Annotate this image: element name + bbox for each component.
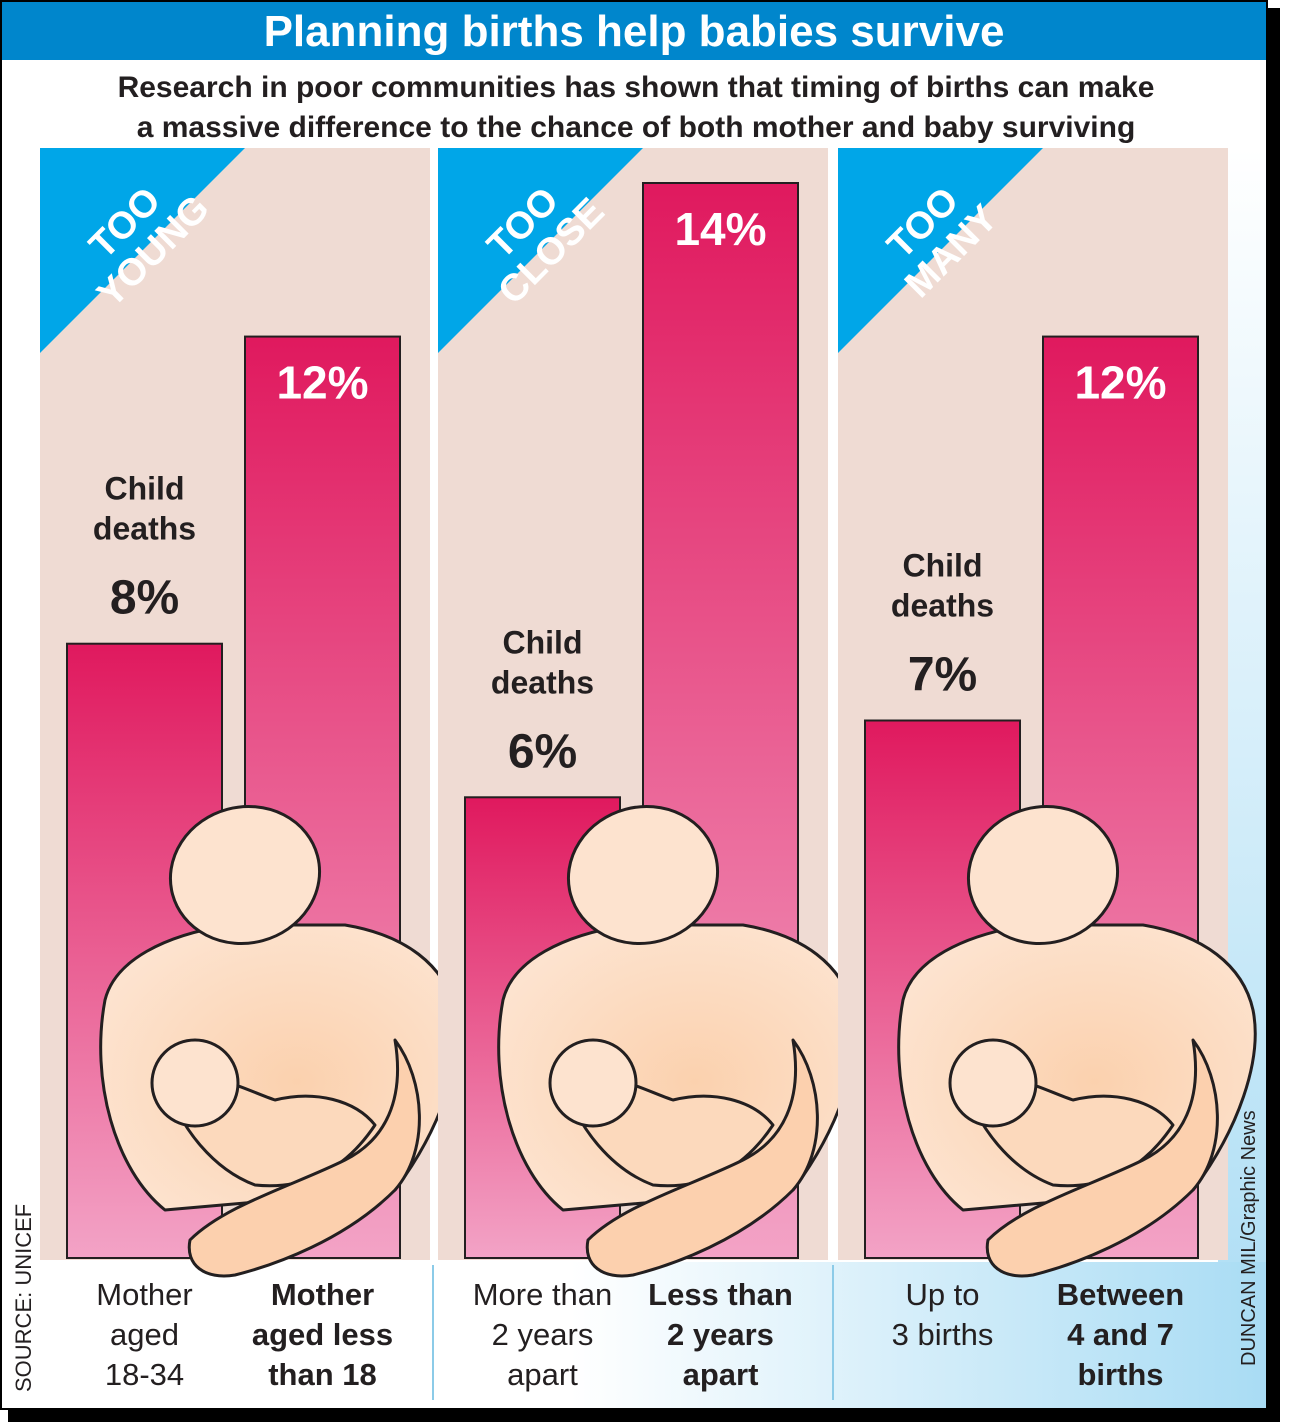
label-strip bbox=[2, 1262, 1266, 1408]
bar-value-label: 12% bbox=[1074, 357, 1166, 409]
mother-head bbox=[966, 805, 1120, 945]
panels: Child deaths 8% Mother aged 18-34 12% Mother age… bbox=[40, 148, 1257, 1400]
panel-1: Child deaths 8% Mother aged 18-34 12% Mother age… bbox=[40, 148, 459, 1392]
mother-body bbox=[897, 923, 1257, 1212]
category-label-line: aged less bbox=[252, 1317, 393, 1352]
bar-value-label: 7% bbox=[908, 649, 977, 702]
category-label-line: 18-34 bbox=[105, 1357, 184, 1392]
title-bar bbox=[2, 2, 1266, 60]
category-label-line: More than bbox=[473, 1277, 613, 1312]
mother-head bbox=[566, 805, 720, 945]
baby-head bbox=[150, 1038, 240, 1128]
credit-note: DUNCAN MIL/Graphic News bbox=[1238, 1110, 1260, 1366]
category-label-line: 2 years bbox=[492, 1317, 594, 1352]
category-label-line: apart bbox=[683, 1357, 759, 1392]
mother-baby-icon bbox=[497, 805, 857, 1278]
banner-triangle bbox=[40, 148, 245, 353]
panel-3: Child deaths 7% Up to 3 births 12% Between 4 an… bbox=[832, 148, 1257, 1400]
annotation-line: deaths bbox=[491, 664, 594, 700]
category-label-line: Mother bbox=[271, 1277, 374, 1312]
annotation-line: deaths bbox=[93, 511, 196, 547]
annotation-line: Child bbox=[903, 548, 983, 584]
mother-head bbox=[168, 805, 322, 945]
source-note: SOURCE: UNICEF bbox=[11, 1204, 36, 1392]
mother-baby-icon bbox=[897, 805, 1257, 1278]
category-label-line: aged bbox=[110, 1317, 179, 1352]
category-label-line: apart bbox=[507, 1357, 578, 1392]
annotation-line: Child bbox=[105, 471, 185, 507]
chart-title: Planning births help babies survive bbox=[264, 7, 1005, 56]
annotation-line: Child bbox=[503, 624, 583, 660]
banner-triangle bbox=[838, 148, 1043, 353]
category-label-line: Less than bbox=[648, 1277, 793, 1312]
subtitle-line-1: Research in poor communities has shown t… bbox=[118, 71, 1155, 104]
bar-value-label: 14% bbox=[674, 203, 766, 255]
mother-arm bbox=[585, 1038, 819, 1278]
category-label-line: than 18 bbox=[268, 1357, 377, 1392]
bar-value-label: 8% bbox=[110, 572, 179, 625]
mother-baby-icon bbox=[99, 805, 459, 1278]
annotation-line: deaths bbox=[891, 588, 994, 624]
bar-value-label: 6% bbox=[508, 725, 577, 778]
panel-2: Child deaths 6% More than 2 years apart 14% Les… bbox=[432, 148, 857, 1400]
category-label-line: Mother bbox=[96, 1277, 192, 1312]
mother-arm bbox=[985, 1038, 1219, 1278]
baby-head bbox=[948, 1038, 1038, 1128]
subtitle-line-2: a massive difference to the chance of bo… bbox=[137, 111, 1136, 144]
category-label-line: births bbox=[1077, 1357, 1163, 1392]
category-label-line: 3 births bbox=[892, 1317, 994, 1352]
bar-value-label: 12% bbox=[276, 357, 368, 409]
category-label-line: 2 years bbox=[667, 1317, 774, 1352]
category-label-line: 4 and 7 bbox=[1067, 1317, 1174, 1352]
banner-triangle bbox=[438, 148, 643, 353]
mother-arm bbox=[187, 1038, 421, 1278]
category-label-line: Between bbox=[1057, 1277, 1184, 1312]
category-label-line: Up to bbox=[905, 1277, 979, 1312]
baby-head bbox=[548, 1038, 638, 1128]
